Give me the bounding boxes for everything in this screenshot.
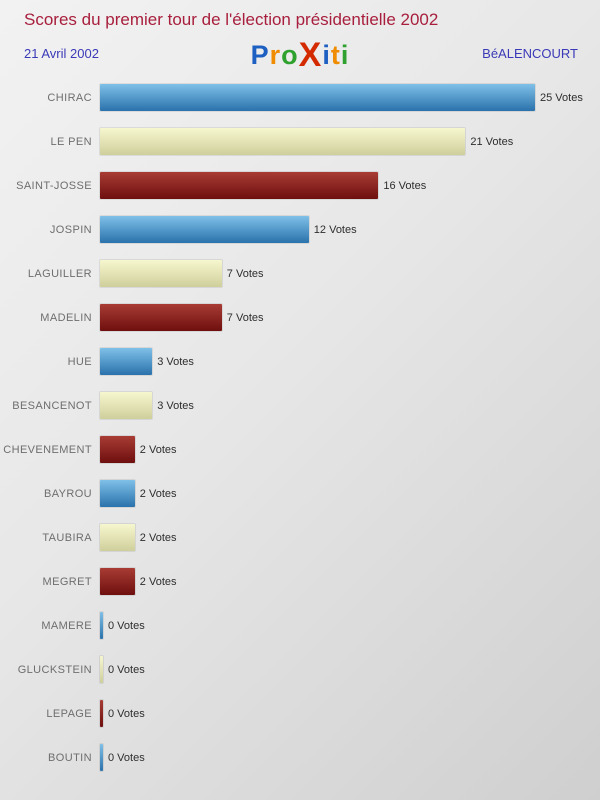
chart-row: BAYROU 2 Votes <box>0 472 600 516</box>
chart-row: LE PEN 21 Votes <box>0 120 600 164</box>
candidate-label: BAYROU <box>43 488 92 500</box>
value-label: 25 Votes <box>540 92 583 104</box>
value-label: 2 Votes <box>139 488 177 500</box>
logo-letter: t <box>330 39 341 70</box>
value-label: 0 Votes <box>108 752 145 764</box>
proxiti-logo: ProXiti <box>0 36 600 72</box>
chart-row: TAUBIRA 2 Votes <box>0 516 600 560</box>
bar <box>100 480 135 507</box>
bar <box>100 700 103 727</box>
value-label: 12 Votes <box>313 224 357 236</box>
logo-letter: o <box>281 39 299 70</box>
value-label: 2 Votes <box>139 576 177 588</box>
candidate-label: MADELIN <box>40 312 92 324</box>
logo-letter: r <box>269 39 282 70</box>
chart-row: MEGRET 2 Votes <box>0 560 600 604</box>
bar <box>100 568 135 595</box>
candidate-label: SAINT-JOSSE <box>16 180 92 192</box>
chart-row: BOUTIN 0 Votes <box>0 736 600 780</box>
value-label: 7 Votes <box>226 268 264 280</box>
bar <box>100 84 535 111</box>
candidate-label: MEGRET <box>42 576 92 588</box>
candidate-label: BESANCENOT <box>12 400 92 412</box>
candidate-label: CHEVENEMENT <box>3 444 92 456</box>
value-label: 0 Votes <box>108 708 145 720</box>
chart-row: SAINT-JOSSE 16 Votes <box>0 164 600 208</box>
bar <box>100 524 135 551</box>
bar <box>100 304 222 331</box>
bar <box>100 128 466 155</box>
bar <box>100 744 103 771</box>
chart-row: LAGUILLER 7 Votes <box>0 252 600 296</box>
chart-row: HUE 3 Votes <box>0 340 600 384</box>
value-label: 7 Votes <box>226 312 264 324</box>
candidate-label: BOUTIN <box>48 752 92 764</box>
bar <box>100 216 309 243</box>
value-label: 0 Votes <box>108 620 145 632</box>
bar <box>100 348 153 375</box>
logo-letter: X <box>298 35 323 74</box>
logo-letter: P <box>250 39 270 70</box>
bar-chart: CHIRAC 25 Votes LE PEN 21 Votes SAINT-JOSSE 1… <box>0 76 600 780</box>
candidate-label: LAGUILLER <box>27 268 92 280</box>
chart-row: CHIRAC 25 Votes <box>0 76 600 120</box>
candidate-label: JOSPIN <box>49 224 92 236</box>
candidate-label: HUE <box>67 356 92 368</box>
candidate-label: LEPAGE <box>46 708 92 720</box>
chart-row: LEPAGE 0 Votes <box>0 692 600 736</box>
chart-row: MADELIN 7 Votes <box>0 296 600 340</box>
bar <box>100 260 222 287</box>
chart-row: BESANCENOT 3 Votes <box>0 384 600 428</box>
value-label: 2 Votes <box>139 444 177 456</box>
bar <box>100 612 103 639</box>
candidate-label: LE PEN <box>50 136 92 148</box>
date-label: 21 Avril 2002 <box>24 46 99 61</box>
candidate-label: MAMERE <box>41 620 92 632</box>
value-label: 3 Votes <box>157 400 194 412</box>
bar <box>100 392 153 419</box>
chart-row: GLUCKSTEIN 0 Votes <box>0 648 600 692</box>
value-label: 3 Votes <box>157 356 194 368</box>
candidate-label: GLUCKSTEIN <box>17 664 92 676</box>
chart-row: MAMERE 0 Votes <box>0 604 600 648</box>
bar <box>100 436 135 463</box>
bar <box>100 172 379 199</box>
logo-letter: i <box>340 39 350 70</box>
page-title: Scores du premier tour de l'élection pré… <box>24 10 439 29</box>
value-label: 0 Votes <box>108 664 145 676</box>
candidate-label: TAUBIRA <box>42 532 92 544</box>
bar <box>100 656 103 683</box>
chart-row: JOSPIN 12 Votes <box>0 208 600 252</box>
chart-row: CHEVENEMENT 2 Votes <box>0 428 600 472</box>
sub-header: 21 Avril 2002 ProXiti BéALENCOURT <box>0 38 600 72</box>
location-label: BéALENCOURT <box>482 46 578 61</box>
value-label: 16 Votes <box>383 180 427 192</box>
candidate-label: CHIRAC <box>47 92 92 104</box>
logo-letter: i <box>322 39 331 70</box>
value-label: 2 Votes <box>139 532 177 544</box>
value-label: 21 Votes <box>470 136 514 148</box>
